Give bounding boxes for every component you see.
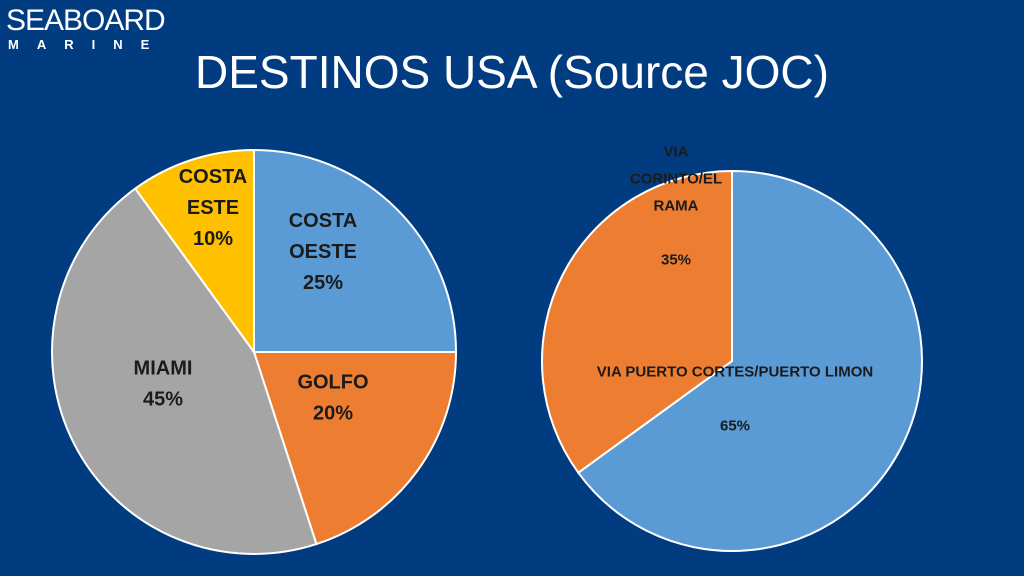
logo-subtitle: MARINE [8, 37, 168, 52]
seaboard-marine-logo: SEABOARD MARINE [4, 4, 168, 56]
pie-chart-routes: VIA PUERTO CORTES/PUERTO LIMON 65% VIA CORI… [541, 143, 923, 552]
pie-slice [133, 148, 255, 356]
slice-label: GOLFO 20% [297, 372, 368, 425]
pie-slice [253, 148, 458, 353]
slice-label: MIAMI 45% [134, 358, 193, 411]
slice-label: VIA PUERTO CORTES/PUERTO LIMON 65% [597, 363, 873, 434]
pie-slice [576, 169, 923, 552]
pie-slice [51, 187, 318, 555]
slice-label: COSTA OESTE 25% [289, 210, 358, 294]
pie-slice [252, 351, 458, 546]
slice-label: VIA CORINTO/EL RAMA 35% [630, 143, 722, 268]
page-title: DESTINOS USA (Source JOC) [195, 46, 829, 98]
logo-wordmark: SEABOARD [6, 4, 166, 37]
slice-label: COSTA ESTE 10% [179, 166, 248, 250]
pie-chart-destinations: COSTA OESTE 25% GOLFO 20% MIAMI 45% COSTA ESTE 10… [51, 148, 458, 555]
pie-slice [541, 169, 733, 475]
